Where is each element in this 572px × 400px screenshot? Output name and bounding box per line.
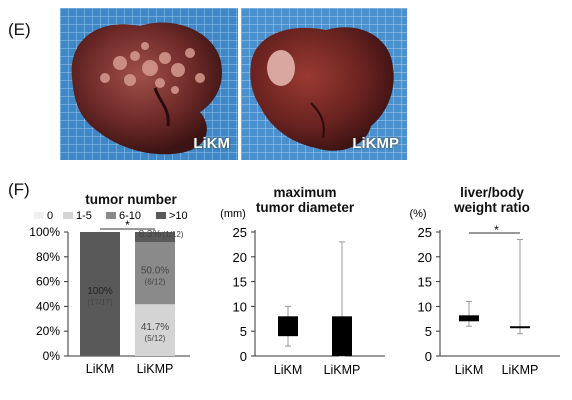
liver-photo-likmp-image [241, 8, 407, 160]
tumor-number-chart: 0 1-5 6-10 >10 0%20%40%60%80%100%LiKM LiKMP … [29, 210, 190, 376]
y-tick-label: 80% [36, 250, 60, 264]
legend-label: 0 [47, 210, 53, 222]
panel-f-label: (F) [8, 180, 30, 199]
box [510, 326, 530, 329]
y-tick-label: 100% [29, 225, 60, 239]
tumor-number-axis: 0% 20% 40% 60% 80% 100% LiKM LiKMP [29, 225, 190, 376]
tumor-diameter-plot: (mm) 0 5 10 15 20 25 LiKM LiKMP [220, 208, 385, 377]
y-tick-label: 25 [233, 225, 247, 240]
chart-title-line-2: weight ratio [454, 200, 530, 215]
photo-caption-likm: LiKM [193, 135, 230, 152]
legend-label: 1-5 [76, 210, 92, 222]
y-tick-label: 20 [418, 250, 432, 265]
x-tick-label: LiKMP [324, 363, 361, 377]
bar-segment [135, 304, 175, 356]
y-tick-label: 60% [36, 275, 60, 289]
x-tick-label: LiKM [274, 363, 302, 377]
chart-title-weight-ratio: liver/body weight ratio [432, 185, 552, 215]
x-tick-label: LiKMP [502, 363, 539, 377]
legend-swatch [106, 212, 116, 219]
chart-title-line-1: maximum [273, 185, 337, 200]
segment-label-pct: 8.3% [139, 229, 162, 240]
y-tick-label: 15 [233, 275, 247, 290]
legend-label: 6-10 [119, 210, 141, 222]
liver-photo-likm: LiKM [60, 8, 238, 160]
tumor-number-legend: 0 1-5 6-10 >10 [34, 210, 188, 222]
bar-segment [135, 232, 175, 243]
liver-photo-likmp: LiKMP [241, 8, 407, 160]
y-tick-label: 15 [418, 275, 432, 290]
y-tick-label: 40% [36, 299, 60, 313]
x-tick-label: LiKMP [137, 362, 174, 376]
y-tick-label: 10 [418, 299, 432, 314]
segment-label-pct: 41.7% [141, 322, 169, 333]
legend-swatch [63, 212, 73, 219]
y-tick-label: 20 [233, 250, 247, 265]
liver-photo-likm-image [60, 8, 238, 160]
segment-label-count: (1/12) [163, 230, 184, 239]
legend-label: >10 [169, 210, 188, 222]
segment-label-pct: 50.0% [141, 265, 169, 276]
chart-title-line-1: liver/body [460, 185, 524, 200]
chart-title-tumor-diameter: maximum tumor diameter [230, 185, 380, 215]
tumor-diameter-chart: (mm) 0 5 10 15 20 25 LiKM LiKMP [220, 208, 385, 377]
photo-caption-likmp: LiKMP [352, 135, 399, 152]
segment-label-pct: 100% [87, 286, 113, 297]
significance-star: * [494, 223, 499, 237]
box [278, 316, 298, 337]
weight-ratio-chart: (%) 0 5 10 15 20 25 LiKM LiKMP * [409, 208, 560, 377]
y-tick-label: 0 [425, 349, 432, 364]
segment-label-count: (6/12) [145, 277, 166, 286]
unit-label: (%) [409, 208, 426, 220]
panel-e-label: (E) [8, 20, 31, 39]
unit-label: (mm) [220, 208, 246, 220]
x-tick-label: LiKM [455, 363, 483, 377]
tumor-number-bars [80, 232, 175, 356]
weight-ratio-plot: (%) 0 5 10 15 20 25 LiKM LiKMP * [409, 208, 560, 377]
bar-segment [135, 242, 175, 305]
x-tick-label: LiKM [86, 362, 114, 376]
box [332, 316, 352, 356]
y-tick-label: 20% [36, 324, 60, 338]
chart-title-tumor-number: tumor number [85, 192, 177, 207]
y-tick-label: 10 [233, 299, 247, 314]
tumor-number-labels: * 100%(17/17) 41.7%(5/12) 50.0%(6/12) 8.3% (1… [87, 218, 184, 343]
segment-label-count: (5/12) [145, 334, 166, 343]
y-tick-label: 5 [240, 324, 247, 339]
legend-swatch [156, 212, 166, 219]
y-tick-label: 0 [240, 349, 247, 364]
segment-label-count: (17/17) [87, 298, 113, 307]
y-tick-label: 0% [43, 349, 61, 363]
y-tick-label: 5 [425, 324, 432, 339]
bar-segment [80, 232, 120, 356]
chart-title-line-2: tumor diameter [255, 200, 355, 215]
significance-star: * [125, 218, 130, 232]
legend-swatch [34, 212, 44, 219]
y-tick-label: 25 [418, 225, 432, 240]
box [459, 315, 479, 322]
